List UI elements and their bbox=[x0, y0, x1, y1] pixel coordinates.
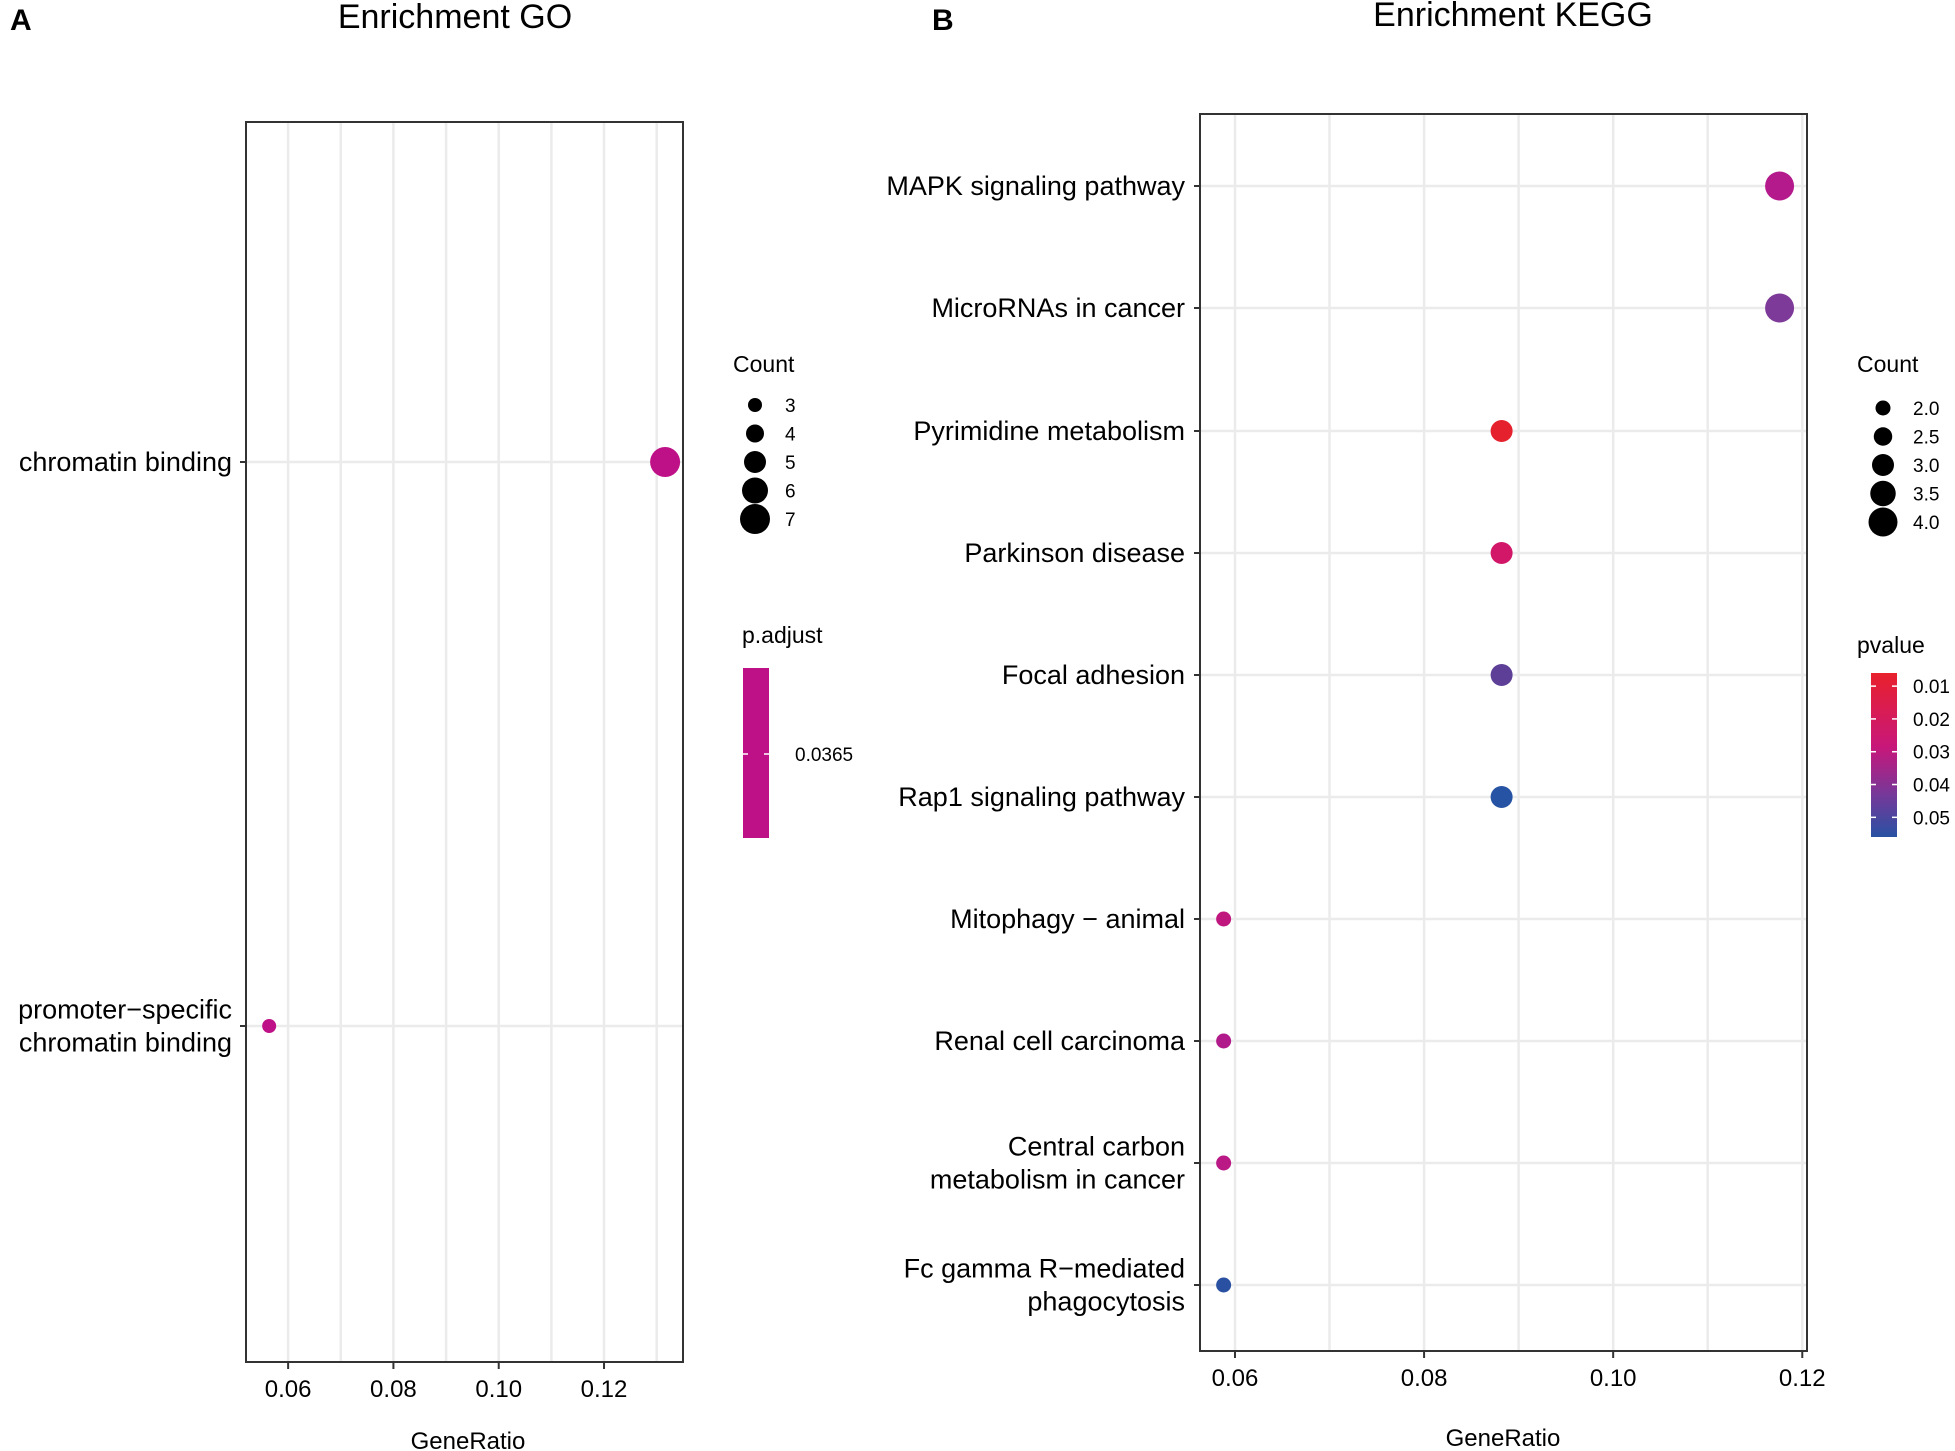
kegg-color-legend-title: pvalue bbox=[1857, 632, 1925, 658]
kegg-y-label-central-carbon-metabolism-in-cancer: Central carbon metabolism in cancer bbox=[930, 1132, 1185, 1195]
kegg-point-rap1-signaling-pathway bbox=[1490, 786, 1513, 808]
kegg-y-label-micrornas-in-cancer: MicroRNAs in cancer bbox=[931, 293, 1185, 323]
go-color-legend-title: p.adjust bbox=[742, 622, 823, 648]
go-x-axis: 0.06 0.08 0.10 0.12 bbox=[265, 1362, 628, 1403]
panel-kegg: B Enrichment KEGG MAPK signaling pathway… bbox=[886, 0, 1950, 1451]
kegg-y-label-parkinson-disease: Parkinson disease bbox=[964, 538, 1185, 568]
go-size-legend-items: 3 4 5 6 7 bbox=[740, 396, 796, 534]
go-x-tick-label: 0.08 bbox=[370, 1376, 417, 1403]
go-plot-background bbox=[246, 122, 683, 1362]
go-point-promoter-specific-chromatin-binding bbox=[262, 1019, 277, 1033]
kegg-size-legend-dot bbox=[1873, 427, 1893, 446]
kegg-size-legend-dot bbox=[1875, 400, 1891, 416]
kegg-point-pyrimidine-metabolism bbox=[1490, 420, 1513, 442]
kegg-y-label-focal-adhesion: Focal adhesion bbox=[1002, 660, 1185, 690]
go-size-legend-dot bbox=[742, 477, 768, 504]
kegg-size-legend-dot bbox=[1872, 454, 1894, 476]
go-size-legend-label: 4 bbox=[785, 425, 796, 446]
kegg-grid bbox=[1200, 114, 1807, 1351]
go-point-chromatin-binding bbox=[650, 447, 681, 477]
kegg-plot-border bbox=[1199, 113, 1808, 1352]
kegg-y-label-fc-gamma-r-mediated-phagocytosis: Fc gamma R−mediated phagocytosis bbox=[904, 1254, 1185, 1317]
go-points bbox=[262, 447, 681, 1033]
kegg-size-legend-label: 4.0 bbox=[1913, 513, 1939, 534]
go-size-legend: Count 3 4 5 6 7 bbox=[733, 351, 796, 534]
kegg-x-tick-label: 0.12 bbox=[1779, 1365, 1826, 1392]
kegg-point-focal-adhesion bbox=[1490, 664, 1513, 686]
kegg-point-parkinson-disease bbox=[1490, 542, 1513, 564]
panel-letter-b: B bbox=[932, 4, 954, 37]
kegg-colorbar-ticks: 0.01 0.02 0.03 0.04 0.05 bbox=[1871, 677, 1950, 829]
kegg-x-tick-label: 0.06 bbox=[1212, 1365, 1259, 1392]
go-y-axis: chromatin binding promoter−specific chroma… bbox=[18, 447, 246, 1058]
panel-go: A Enrichment GO chromatin binding promote… bbox=[10, 0, 853, 1451]
kegg-point-micrornas-in-cancer bbox=[1765, 293, 1795, 323]
kegg-y-axis: MAPK signaling pathway MicroRNAs in cance… bbox=[886, 171, 1200, 1317]
kegg-colorbar-label: 0.01 bbox=[1913, 677, 1950, 698]
kegg-size-legend-dot bbox=[1870, 480, 1896, 507]
kegg-size-legend-label: 2.0 bbox=[1913, 399, 1939, 420]
kegg-size-legend-label: 3.5 bbox=[1913, 485, 1939, 506]
kegg-size-legend-items: 2.0 2.5 3.0 3.5 4.0 bbox=[1868, 399, 1939, 537]
kegg-plot-background bbox=[1200, 114, 1807, 1351]
kegg-size-legend-label: 3.0 bbox=[1913, 456, 1939, 477]
kegg-y-label-rap1-signaling-pathway: Rap1 signaling pathway bbox=[898, 782, 1185, 812]
go-size-legend-dot bbox=[740, 504, 770, 534]
kegg-point-mapk-signaling-pathway bbox=[1765, 171, 1795, 201]
go-y-label-chromatin-binding: chromatin binding bbox=[19, 447, 232, 477]
kegg-y-label-mitophagy-animal: Mitophagy − animal bbox=[950, 904, 1185, 934]
go-size-legend-title: Count bbox=[733, 351, 795, 377]
go-colorbar bbox=[743, 668, 769, 838]
go-size-legend-dot bbox=[748, 398, 762, 412]
kegg-colorbar-label: 0.04 bbox=[1913, 776, 1950, 797]
go-size-legend-label: 7 bbox=[785, 510, 796, 531]
go-y-label-promoter-specific-chromatin-binding: promoter−specific chromatin binding bbox=[18, 995, 232, 1058]
go-color-legend: p.adjust 0.0365 bbox=[742, 622, 853, 838]
kegg-size-legend-dot bbox=[1868, 507, 1898, 537]
kegg-points bbox=[1216, 171, 1795, 1293]
kegg-y-label-mapk-signaling-pathway: MAPK signaling pathway bbox=[886, 171, 1185, 201]
kegg-x-axis-title: GeneRatio bbox=[1446, 1425, 1561, 1451]
kegg-chart-title: Enrichment KEGG bbox=[1373, 0, 1653, 34]
go-size-legend-label: 6 bbox=[785, 482, 796, 503]
kegg-size-legend-title: Count bbox=[1857, 351, 1919, 377]
go-size-legend-label: 3 bbox=[785, 396, 796, 417]
kegg-point-central-carbon-metabolism-in-cancer bbox=[1216, 1155, 1232, 1171]
kegg-colorbar-label: 0.03 bbox=[1913, 743, 1950, 764]
go-chart-title: Enrichment GO bbox=[338, 0, 572, 36]
go-plot-border bbox=[245, 121, 684, 1363]
go-size-legend-dot bbox=[746, 424, 764, 443]
go-size-legend-label: 5 bbox=[785, 453, 796, 474]
kegg-point-mitophagy-animal bbox=[1216, 911, 1232, 927]
kegg-point-fc-gamma-r-mediated-phagocytosis bbox=[1216, 1277, 1232, 1293]
kegg-colorbar-label: 0.05 bbox=[1913, 808, 1950, 829]
kegg-x-tick-label: 0.08 bbox=[1401, 1365, 1448, 1392]
go-size-legend-dot bbox=[744, 451, 766, 473]
panel-letter-a: A bbox=[10, 4, 32, 37]
go-x-axis-title: GeneRatio bbox=[411, 1428, 526, 1451]
kegg-y-label-renal-cell-carcinoma: Renal cell carcinoma bbox=[934, 1026, 1186, 1056]
go-x-tick-label: 0.10 bbox=[475, 1376, 522, 1403]
kegg-colorbar bbox=[1871, 673, 1897, 837]
go-x-tick-label: 0.12 bbox=[581, 1376, 628, 1403]
kegg-x-axis: 0.06 0.08 0.10 0.12 bbox=[1212, 1351, 1826, 1392]
go-colorbar-label: 0.0365 bbox=[795, 745, 853, 766]
go-x-tick-label: 0.06 bbox=[265, 1376, 312, 1403]
kegg-x-tick-label: 0.10 bbox=[1590, 1365, 1637, 1392]
go-grid bbox=[246, 122, 683, 1362]
kegg-color-legend: pvalue 0.01 0.02 0.03 0.04 0.05 bbox=[1857, 632, 1950, 837]
kegg-y-label-pyrimidine-metabolism: Pyrimidine metabolism bbox=[913, 416, 1185, 446]
kegg-colorbar-label: 0.02 bbox=[1913, 710, 1950, 731]
kegg-point-renal-cell-carcinoma bbox=[1216, 1033, 1232, 1049]
kegg-size-legend: Count 2.0 2.5 3.0 3.5 4.0 bbox=[1857, 351, 1939, 537]
kegg-size-legend-label: 2.5 bbox=[1913, 428, 1939, 449]
